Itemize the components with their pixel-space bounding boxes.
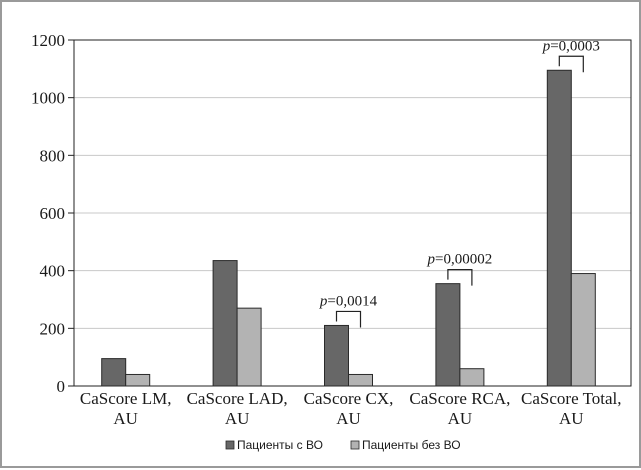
bar-without-vo [459, 368, 485, 387]
p-value-label: p=0,0003 [542, 38, 600, 54]
bar-without-vo [125, 373, 151, 387]
y-tick-label: 600 [40, 204, 66, 223]
bar-with-vo [324, 324, 349, 387]
bar-without-vo [570, 273, 596, 387]
bar-without-vo [236, 307, 262, 387]
x-category-label: AU [225, 409, 250, 428]
bar-without-vo [348, 373, 373, 387]
y-tick-label: 800 [40, 146, 66, 165]
bar-with-vo [101, 358, 127, 387]
significance-bracket [558, 55, 584, 73]
x-category-label: AU [448, 409, 473, 428]
bar-with-vo [546, 69, 572, 387]
y-tick-label: 0 [57, 377, 66, 396]
bar-with-vo [212, 260, 238, 387]
p-value-label: p=0,0014 [319, 293, 378, 309]
x-category-label: CaScore RCA, [409, 389, 510, 408]
bar-with-vo [435, 283, 461, 387]
significance-bracket [447, 269, 473, 286]
p-value-label: p=0,00002 [427, 252, 493, 268]
y-tick-label: 200 [40, 319, 66, 338]
y-tick-label: 1000 [31, 89, 65, 108]
legend-label: Пациенты без ВО [362, 438, 461, 452]
x-category-label: AU [336, 409, 361, 428]
x-category-label: CaScore LAD, [187, 389, 288, 408]
legend-swatch [350, 440, 360, 450]
legend-label: Пациенты с ВО [237, 438, 323, 452]
significance-bracket [335, 310, 362, 328]
legend-swatch [225, 440, 235, 450]
y-tick-label: 400 [40, 262, 66, 281]
x-category-label: CaScore CX, [304, 389, 394, 408]
x-category-label: CaScore LM, [80, 389, 172, 408]
y-tick-label: 1200 [31, 31, 65, 50]
x-category-label: AU [113, 409, 138, 428]
x-category-label: CaScore Total, [521, 389, 621, 408]
x-category-label: AU [559, 409, 584, 428]
